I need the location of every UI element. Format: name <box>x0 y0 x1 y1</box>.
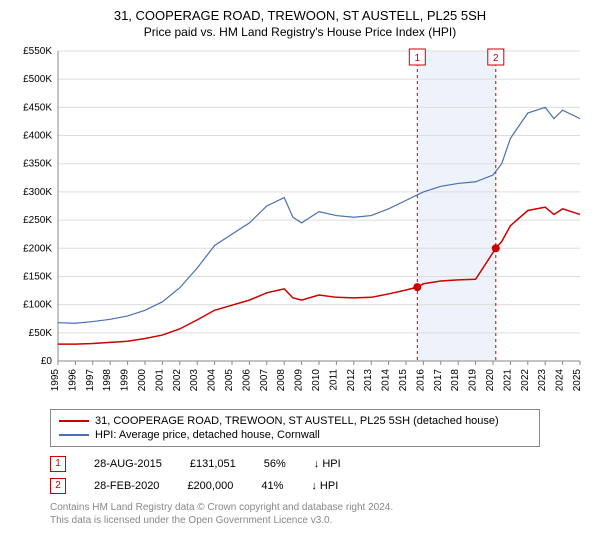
sales-table: 1 28-AUG-2015 £131,051 56% ↓ HPI 2 28-FEB-2020… <box>50 453 590 497</box>
svg-text:2023: 2023 <box>537 368 548 391</box>
footer-line2: This data is licensed under the Open Gov… <box>50 514 590 527</box>
svg-text:2020: 2020 <box>485 368 496 391</box>
sale-pct: 41% <box>261 480 283 492</box>
svg-text:£400K: £400K <box>23 130 52 141</box>
svg-text:£450K: £450K <box>23 102 52 113</box>
sale-row: 2 28-FEB-2020 £200,000 41% ↓ HPI <box>50 475 590 497</box>
svg-text:2016: 2016 <box>415 368 426 391</box>
legend-swatch <box>59 420 89 422</box>
svg-text:1999: 1999 <box>120 368 131 391</box>
svg-text:£550K: £550K <box>23 46 52 57</box>
chart-subtitle: Price paid vs. HM Land Registry's House … <box>10 25 590 39</box>
svg-text:£50K: £50K <box>29 328 53 339</box>
svg-text:£200K: £200K <box>23 243 52 254</box>
sale-marker-box: 2 <box>50 478 66 494</box>
chart-svg: £0 £50K £100K £150K £200K £250K £300K £350K £400… <box>10 43 590 403</box>
svg-text:1998: 1998 <box>102 368 113 391</box>
legend-label: HPI: Average price, detached house, Corn… <box>95 429 320 441</box>
legend-item: HPI: Average price, detached house, Corn… <box>59 428 531 442</box>
svg-text:2: 2 <box>493 53 499 64</box>
svg-text:£300K: £300K <box>23 187 52 198</box>
price-chart: £0 £50K £100K £150K £200K £250K £300K £350K £400… <box>10 43 590 403</box>
legend-label: 31, COOPERAGE ROAD, TREWOON, ST AUSTELL,… <box>95 415 499 427</box>
legend: 31, COOPERAGE ROAD, TREWOON, ST AUSTELL,… <box>50 409 540 447</box>
svg-text:2021: 2021 <box>502 368 513 391</box>
footer-line1: Contains HM Land Registry data © Crown c… <box>50 501 590 514</box>
sale-pct: 56% <box>264 458 286 470</box>
svg-text:2001: 2001 <box>154 368 165 391</box>
svg-text:2014: 2014 <box>381 368 392 391</box>
svg-text:2010: 2010 <box>311 368 322 391</box>
sale-date: 28-FEB-2020 <box>94 480 159 492</box>
footer: Contains HM Land Registry data © Crown c… <box>50 501 590 527</box>
svg-text:2024: 2024 <box>555 368 566 391</box>
svg-text:£500K: £500K <box>23 74 52 85</box>
svg-text:2003: 2003 <box>189 368 200 391</box>
svg-text:2019: 2019 <box>468 368 479 391</box>
sale-arrow: ↓ HPI <box>314 458 341 470</box>
sale-marker-box: 1 <box>50 456 66 472</box>
svg-text:2025: 2025 <box>572 368 583 391</box>
svg-text:2013: 2013 <box>363 368 374 391</box>
sale-arrow: ↓ HPI <box>311 480 338 492</box>
legend-swatch <box>59 434 89 436</box>
svg-text:2012: 2012 <box>346 368 357 391</box>
svg-text:2022: 2022 <box>520 368 531 391</box>
svg-text:2002: 2002 <box>172 368 183 391</box>
svg-text:2006: 2006 <box>241 368 252 391</box>
svg-text:2015: 2015 <box>398 368 409 391</box>
svg-text:2004: 2004 <box>207 368 218 391</box>
svg-text:£150K: £150K <box>23 271 52 282</box>
sale-date: 28-AUG-2015 <box>94 458 162 470</box>
chart-title: 31, COOPERAGE ROAD, TREWOON, ST AUSTELL,… <box>10 8 590 25</box>
legend-item: 31, COOPERAGE ROAD, TREWOON, ST AUSTELL,… <box>59 414 531 428</box>
svg-text:2000: 2000 <box>137 368 148 391</box>
svg-text:2008: 2008 <box>276 368 287 391</box>
svg-text:2009: 2009 <box>294 368 305 391</box>
svg-text:2011: 2011 <box>328 368 339 390</box>
svg-text:1997: 1997 <box>85 368 96 391</box>
svg-text:1996: 1996 <box>67 368 78 391</box>
svg-text:£250K: £250K <box>23 215 52 226</box>
sale-row: 1 28-AUG-2015 £131,051 56% ↓ HPI <box>50 453 590 475</box>
svg-text:£0: £0 <box>41 356 53 367</box>
svg-text:£100K: £100K <box>23 300 52 311</box>
svg-text:£350K: £350K <box>23 159 52 170</box>
svg-text:2007: 2007 <box>259 368 270 391</box>
svg-text:2018: 2018 <box>450 368 461 391</box>
svg-text:1995: 1995 <box>50 368 61 391</box>
sale-price: £200,000 <box>187 480 233 492</box>
svg-text:2017: 2017 <box>433 368 444 391</box>
svg-text:1: 1 <box>415 53 421 64</box>
sale-price: £131,051 <box>190 458 236 470</box>
svg-text:2005: 2005 <box>224 368 235 391</box>
